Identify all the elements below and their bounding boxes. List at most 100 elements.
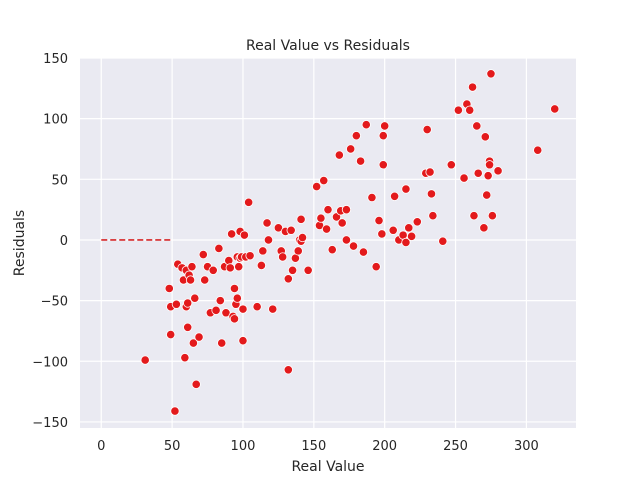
data-point <box>297 232 308 243</box>
x-tick-label: 200 <box>372 439 397 454</box>
y-axis-label: Residuals <box>12 210 28 276</box>
data-point <box>323 205 333 215</box>
data-point <box>283 365 293 375</box>
data-point <box>252 302 262 312</box>
data-point <box>374 215 384 226</box>
data-point <box>484 160 495 170</box>
data-point <box>351 131 361 141</box>
data-point <box>465 105 475 115</box>
data-point <box>208 265 218 275</box>
data-points <box>140 69 560 416</box>
data-point <box>378 131 388 141</box>
grid-lines <box>80 57 576 428</box>
data-point <box>316 213 326 223</box>
data-point <box>401 237 411 247</box>
x-tick-label: 0 <box>97 439 105 454</box>
data-point <box>286 225 296 235</box>
data-point <box>355 156 366 166</box>
data-point <box>378 160 388 170</box>
data-point <box>487 211 497 221</box>
data-point <box>428 211 438 221</box>
data-point <box>401 184 411 194</box>
data-point <box>140 355 150 365</box>
data-point <box>412 217 422 227</box>
data-point <box>346 144 356 154</box>
data-point <box>425 167 435 177</box>
x-tick-label: 50 <box>164 439 181 454</box>
data-point <box>469 211 479 221</box>
data-point <box>183 322 193 332</box>
data-point <box>426 189 437 199</box>
data-point <box>232 293 242 303</box>
data-point <box>438 236 448 246</box>
data-point <box>214 243 224 254</box>
data-point <box>227 229 237 239</box>
data-point <box>190 293 200 303</box>
data-point <box>217 338 227 348</box>
data-point <box>493 166 503 176</box>
data-point <box>262 218 272 228</box>
data-point <box>244 197 254 207</box>
data-point <box>296 214 306 224</box>
data-point <box>200 275 210 285</box>
y-tick-label: 100 <box>43 113 68 128</box>
x-axis-label: Real Value <box>291 459 364 475</box>
data-point <box>221 308 231 318</box>
data-point <box>234 262 244 272</box>
data-point <box>238 304 248 314</box>
plot-area <box>80 58 576 428</box>
data-point <box>334 150 344 160</box>
data-point <box>388 225 398 235</box>
data-point <box>273 223 283 233</box>
data-point <box>390 191 400 201</box>
x-tick-labels: 0 50 100 150 200 250 300 <box>97 439 539 454</box>
data-point <box>164 283 174 294</box>
data-point <box>358 247 369 257</box>
data-point <box>407 231 417 241</box>
data-point <box>303 265 313 275</box>
data-point <box>380 121 390 131</box>
data-point <box>319 175 329 186</box>
data-point <box>480 132 490 142</box>
data-point <box>293 246 303 256</box>
data-point <box>191 379 201 389</box>
data-point <box>183 298 193 308</box>
y-tick-label: −150 <box>32 416 68 431</box>
data-point <box>215 296 225 306</box>
data-point <box>422 124 432 135</box>
data-point <box>239 230 249 240</box>
data-point <box>337 218 347 228</box>
data-point <box>453 105 463 115</box>
x-tick-label: 150 <box>301 439 326 454</box>
data-point <box>459 173 469 183</box>
data-point <box>472 121 482 131</box>
data-point <box>341 235 352 245</box>
data-point <box>473 168 483 178</box>
data-point <box>185 275 196 285</box>
data-point <box>180 353 190 363</box>
data-point <box>479 223 489 233</box>
data-point <box>278 252 288 262</box>
data-point <box>238 336 248 346</box>
data-point <box>187 262 197 272</box>
data-point <box>198 249 208 260</box>
data-point <box>446 160 456 170</box>
data-point <box>283 274 293 284</box>
data-point <box>166 329 176 340</box>
y-tick-labels: −150 −100 −50 0 50 100 150 <box>32 52 68 431</box>
data-point <box>483 171 493 181</box>
data-point <box>263 235 274 245</box>
y-tick-label: −50 <box>41 295 68 310</box>
data-point <box>550 104 560 114</box>
data-point <box>367 192 377 203</box>
data-point <box>361 120 371 130</box>
data-point <box>170 406 180 416</box>
data-point <box>256 260 266 271</box>
y-tick-label: −100 <box>32 355 68 370</box>
data-point <box>486 69 496 79</box>
data-point <box>321 224 332 234</box>
data-point <box>258 246 268 256</box>
x-tick-label: 250 <box>443 439 468 454</box>
y-tick-label: 50 <box>51 173 68 188</box>
